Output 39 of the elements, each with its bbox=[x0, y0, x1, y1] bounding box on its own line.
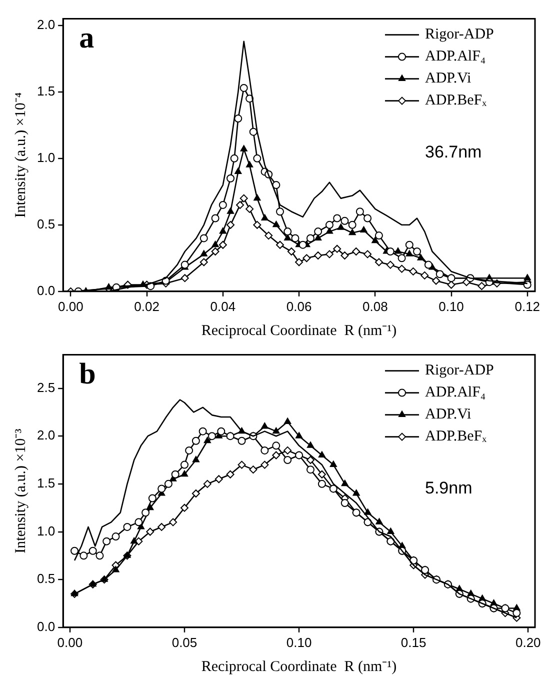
x-tick-label: 0.08 bbox=[362, 298, 388, 314]
legend-label: ADP.Vi bbox=[425, 70, 472, 87]
x-tick-label: 0.12 bbox=[514, 298, 540, 314]
x-axis-title: Reciprocal Coordinate R (nm⁻¹) bbox=[201, 322, 397, 339]
x-tick-label: 0.05 bbox=[172, 634, 198, 650]
annotation: 36.7nm bbox=[425, 142, 482, 162]
y-tick-label: 1.0 bbox=[36, 523, 56, 538]
legend-label: ADP.BeFₓ bbox=[425, 92, 488, 109]
x-tick-label: 0.10 bbox=[286, 634, 312, 650]
x-tick-label: 0.06 bbox=[286, 298, 312, 314]
legend-label: Rigor-ADP bbox=[425, 362, 494, 379]
y-tick-label: 2.0 bbox=[36, 428, 56, 443]
y-tick-label: 2.5 bbox=[36, 380, 56, 395]
x-tick-label: 0.00 bbox=[58, 298, 84, 314]
legend-label: ADP.AlF₄ bbox=[425, 384, 486, 401]
y-tick-label: 0.5 bbox=[36, 216, 56, 232]
y-tick-label: 0.0 bbox=[36, 618, 56, 634]
x-tick-label: 0.00 bbox=[57, 634, 83, 650]
legend-label: ADP.BeFₓ bbox=[425, 428, 488, 445]
legend-label: Rigor-ADP bbox=[425, 26, 494, 43]
x-tick-label: 0.04 bbox=[210, 298, 236, 314]
y-tick-label: 0.0 bbox=[36, 282, 56, 298]
x-tick-label: 0.20 bbox=[515, 634, 541, 650]
y-tick-label: 0.5 bbox=[36, 571, 56, 586]
y-tick-label: 1.0 bbox=[36, 150, 56, 166]
y-tick-label: 1.5 bbox=[36, 476, 56, 491]
y-tick-label: 1.5 bbox=[36, 84, 56, 99]
chart-title: a bbox=[79, 22, 94, 55]
x-axis-title: Reciprocal Coordinate R (nm⁻¹) bbox=[201, 658, 397, 675]
x-tick-label: 0.10 bbox=[438, 298, 464, 314]
x-tick-label: 0.15 bbox=[400, 634, 426, 650]
y-tick-label: 2.0 bbox=[36, 17, 56, 32]
x-tick-label: 0.02 bbox=[134, 298, 160, 314]
legend-label: ADP.AlF₄ bbox=[425, 48, 486, 65]
y-axis-title: Intensity (a.u.) ×10⁻⁴ bbox=[12, 92, 29, 218]
y-axis-title: Intensity (a.u.) ×10⁻³ bbox=[12, 428, 29, 554]
annotation: 5.9nm bbox=[425, 478, 472, 498]
chart-title: b bbox=[79, 358, 96, 391]
legend-label: ADP.Vi bbox=[425, 406, 472, 423]
